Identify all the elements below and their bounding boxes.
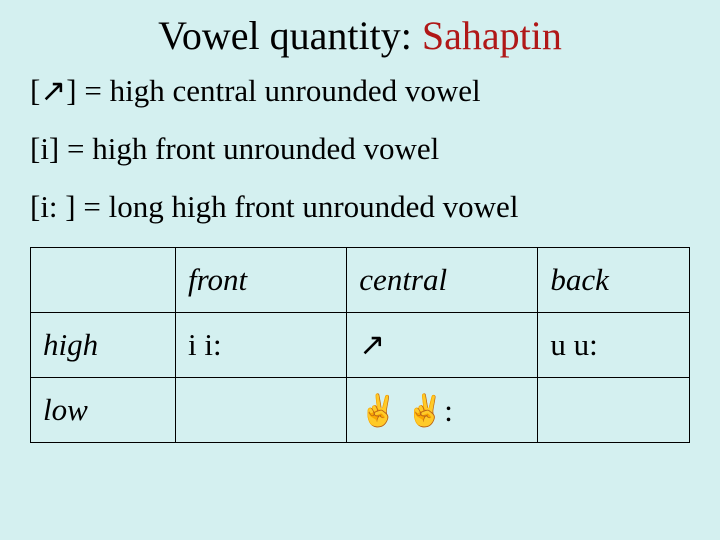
definition-line: [i: ] = long high front unrounded vowel	[30, 189, 690, 225]
table-header-cell: back	[538, 248, 690, 313]
table-row: low ✌ ✌:	[31, 378, 690, 443]
title-highlight: Sahaptin	[422, 13, 562, 58]
table-header-cell: front	[175, 248, 346, 313]
table-cell: i i:	[175, 313, 346, 378]
table-row-label: high	[31, 313, 176, 378]
table-cell: ↗	[347, 313, 538, 378]
title-prefix: Vowel quantity:	[158, 13, 422, 58]
page-title: Vowel quantity: Sahaptin	[30, 12, 690, 59]
table-cell: u u:	[538, 313, 690, 378]
table-header-cell: central	[347, 248, 538, 313]
table-cell: ✌ ✌:	[347, 378, 538, 443]
definition-line: [i] = high front unrounded vowel	[30, 131, 690, 167]
definition-line: [↗] = high central unrounded vowel	[30, 73, 690, 109]
vowel-table: front central back high i i: ↗ u u: low …	[30, 247, 690, 443]
table-cell	[538, 378, 690, 443]
table-row: high i i: ↗ u u:	[31, 313, 690, 378]
table-cell	[175, 378, 346, 443]
table-row-label: low	[31, 378, 176, 443]
table-header-cell	[31, 248, 176, 313]
table-header-row: front central back	[31, 248, 690, 313]
